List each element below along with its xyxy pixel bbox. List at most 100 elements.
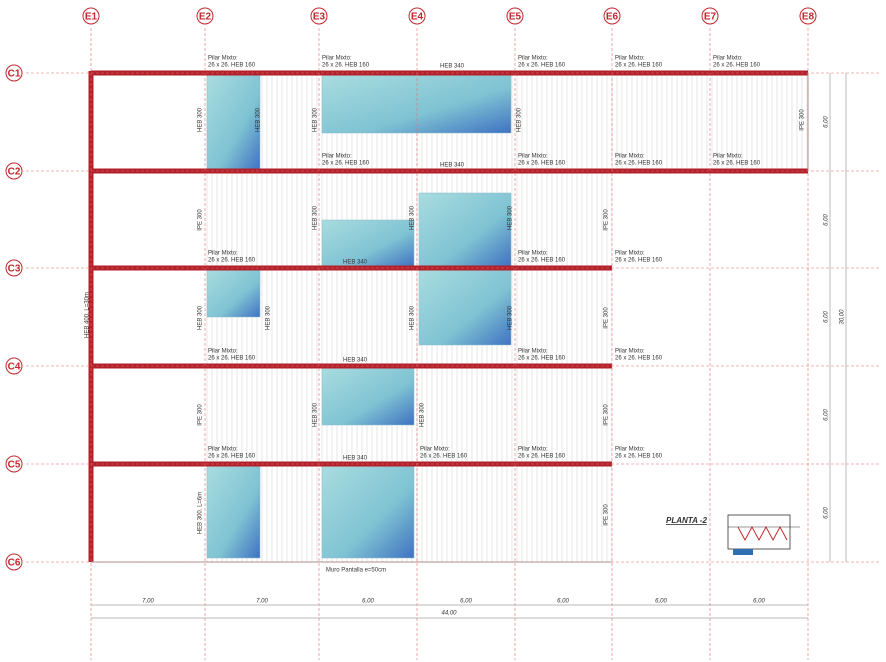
- pillar-name: Pilar Mixto:: [518, 154, 548, 160]
- row-label: C4: [8, 362, 21, 373]
- dimension-label: 6,00: [824, 409, 830, 421]
- member-label: HEB 300: [313, 205, 319, 230]
- grid-bubble: [5, 64, 23, 82]
- member-label: HEB 300: [420, 402, 426, 427]
- pillar-name: Pilar Mixto:: [518, 349, 548, 355]
- column-label: E1: [85, 12, 98, 23]
- member-label: HEB 300. L=6m: [198, 492, 204, 535]
- dimension-lines: [91, 73, 847, 619]
- pillar-name: Pilar Mixto:: [615, 447, 645, 453]
- member-label: IPE 300: [604, 404, 610, 426]
- pillar-section: 26 x 26. HEB 160: [518, 258, 566, 264]
- member-label: HEB 300: [410, 305, 416, 330]
- beam-label: HEB 340: [343, 456, 368, 462]
- dimension-total: 30,00: [840, 309, 846, 325]
- member-label: HEB 300: [410, 205, 416, 230]
- dimension-label: 6,00: [655, 599, 667, 605]
- pillar-name: Pilar Mixto:: [208, 56, 238, 62]
- pillar-name: Pilar Mixto:: [713, 56, 743, 62]
- pillar-name: Pilar Mixto:: [420, 447, 450, 453]
- grid-bubble: [701, 7, 719, 25]
- grid-bubble: [506, 7, 524, 25]
- grid-bubble: [603, 7, 621, 25]
- grid-bubble: [196, 7, 214, 25]
- pillar-name: Pilar Mixto:: [518, 251, 548, 257]
- pillar-section: 26 x 26. HEB 160: [615, 258, 663, 264]
- dimension-label: 6,00: [557, 599, 569, 605]
- pillar-section: 26 x 26. HEB 160: [208, 356, 256, 362]
- member-label: HEB 300: [256, 107, 262, 132]
- beam-label: HEB 340: [440, 163, 465, 169]
- pillar-section: 26 x 26. HEB 160: [615, 161, 663, 167]
- pillar-section: 26 x 26. HEB 160: [713, 63, 761, 69]
- member-label: HEB 300: [198, 305, 204, 330]
- row-label: C3: [8, 264, 21, 275]
- plan-title: PLANTA -2: [666, 516, 707, 525]
- dimension-label: 7,00: [142, 599, 154, 605]
- dimension-label: 6,00: [753, 599, 765, 605]
- grid-bubble: [5, 455, 23, 473]
- pillar-section: 26 x 26. HEB 160: [208, 454, 256, 460]
- grid-bubble: [310, 7, 328, 25]
- wall-label: Muro Pantalla e=50cm: [326, 568, 386, 574]
- member-label: HEB 400. L=30m: [85, 292, 91, 338]
- member-label: HEB 300: [313, 402, 319, 427]
- grid-bubble: [799, 7, 817, 25]
- column-label: E7: [704, 12, 717, 23]
- grid-bubble: [5, 357, 23, 375]
- pillar-section: 26 x 26. HEB 160: [518, 454, 566, 460]
- pillar-name: Pilar Mixto:: [713, 154, 743, 160]
- member-label: HEB 300: [266, 305, 272, 330]
- beam-label: HEB 340: [343, 358, 368, 364]
- dimension-label: 6,00: [824, 507, 830, 519]
- dimension-label: 7,00: [256, 599, 268, 605]
- member-label: IPE 300: [604, 504, 610, 526]
- dimension-label: 6,00: [460, 599, 472, 605]
- column-label: E5: [509, 12, 522, 23]
- dimension-label: 6,00: [362, 599, 374, 605]
- image-panels: [206, 74, 512, 559]
- row-label: C1: [8, 69, 21, 80]
- column-label: E3: [313, 12, 326, 23]
- beam-label: HEB 340: [440, 64, 465, 70]
- row-label: C5: [8, 460, 21, 471]
- pillar-section: 26 x 26. HEB 160: [713, 161, 761, 167]
- pillar-section: 26 x 26. HEB 160: [518, 161, 566, 167]
- member-label: HEB 300: [508, 305, 514, 330]
- pillar-section: 26 x 26. HEB 160: [420, 454, 468, 460]
- pillar-section: 26 x 26. HEB 160: [615, 63, 663, 69]
- grid-bubble: [5, 162, 23, 180]
- pillar-name: Pilar Mixto:: [322, 154, 352, 160]
- member-label: HEB 300: [198, 107, 204, 132]
- pillar-name: Pilar Mixto:: [615, 56, 645, 62]
- member-label: IPE 300: [800, 109, 806, 131]
- pillar-section: 26 x 26. HEB 160: [208, 258, 256, 264]
- column-label: E8: [802, 12, 815, 23]
- grid-bubble: [5, 553, 23, 571]
- grid-bubble: [408, 7, 426, 25]
- pillar-name: Pilar Mixto:: [208, 349, 238, 355]
- column-label: E4: [411, 12, 424, 23]
- grid-bubble: [5, 259, 23, 277]
- grid-bubble: [82, 7, 100, 25]
- member-label: HEB 300: [313, 107, 319, 132]
- pillar-name: Pilar Mixto:: [208, 447, 238, 453]
- member-label: HEB 300: [508, 205, 514, 230]
- row-label: C6: [8, 558, 21, 569]
- pillar-section: 26 x 26. HEB 160: [615, 356, 663, 362]
- member-label: IPE 300: [198, 404, 204, 426]
- pillar-name: Pilar Mixto:: [322, 56, 352, 62]
- pillar-name: Pilar Mixto:: [615, 154, 645, 160]
- dimension-label: 6,00: [824, 116, 830, 128]
- member-label: HEB 300: [517, 107, 523, 132]
- pillar-section: 26 x 26. HEB 160: [208, 63, 256, 69]
- pillar-name: Pilar Mixto:: [615, 251, 645, 257]
- dimension-total: 44,00: [441, 611, 457, 617]
- column-label: E6: [606, 12, 619, 23]
- column-label: E2: [199, 12, 212, 23]
- member-label: IPE 300: [604, 307, 610, 329]
- pillar-name: Pilar Mixto:: [615, 349, 645, 355]
- pillar-name: Pilar Mixto:: [518, 56, 548, 62]
- pillar-section: 26 x 26. HEB 160: [322, 161, 370, 167]
